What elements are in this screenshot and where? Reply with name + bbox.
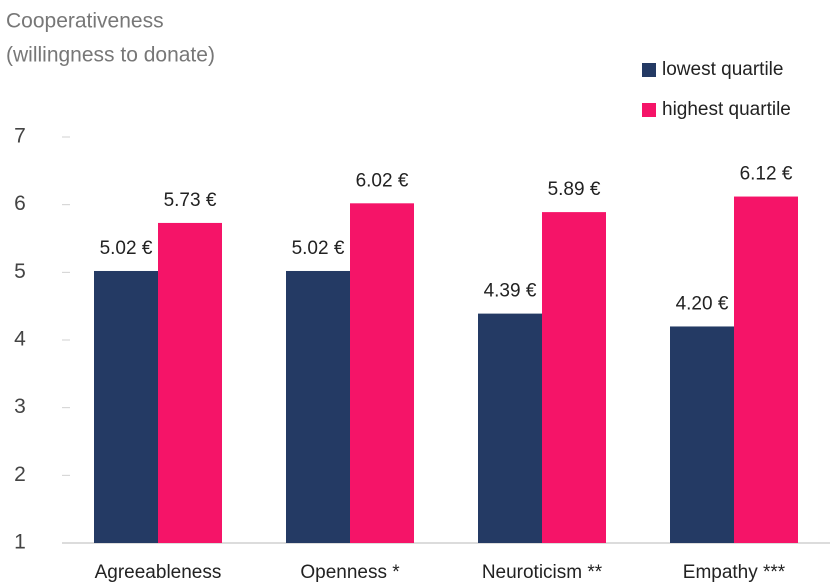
y-tick-label: 1 xyxy=(14,531,26,554)
x-tick-label: Openness * xyxy=(300,562,400,583)
legend-label: lowest quartile xyxy=(662,59,783,80)
data-label: 4.39 € xyxy=(484,281,537,302)
data-label: 5.73 € xyxy=(164,190,217,211)
bar xyxy=(350,203,414,543)
bar xyxy=(286,270,350,543)
data-label: 6.02 € xyxy=(356,170,409,191)
x-tick-label: Agreeableness xyxy=(95,562,222,583)
bar xyxy=(158,222,222,544)
data-label: 5.02 € xyxy=(100,238,153,259)
y-tick-label: 5 xyxy=(14,260,26,283)
bar xyxy=(734,196,798,543)
bar xyxy=(478,313,542,543)
data-label: 6.12 € xyxy=(740,164,793,185)
x-tick-label: Empathy *** xyxy=(683,562,786,583)
y-tick-label: 2 xyxy=(14,463,26,486)
legend-label: highest quartile xyxy=(662,99,791,120)
legend-swatch xyxy=(642,63,656,77)
legend-swatch xyxy=(642,103,656,117)
bar xyxy=(542,212,606,544)
data-label: 5.02 € xyxy=(292,238,345,259)
y-tick-label: 7 xyxy=(14,125,26,148)
bar xyxy=(670,326,734,543)
bar xyxy=(94,270,158,543)
y-tick-label: 6 xyxy=(14,192,26,215)
x-tick-label: Neuroticism ** xyxy=(482,562,603,583)
y-axis-label: Cooperativeness xyxy=(6,10,164,33)
data-label: 5.89 € xyxy=(548,179,601,200)
y-tick-label: 4 xyxy=(14,328,26,351)
data-label: 4.20 € xyxy=(676,293,729,314)
y-tick-label: 3 xyxy=(14,395,26,418)
y-axis-label: (willingness to donate) xyxy=(6,44,215,67)
